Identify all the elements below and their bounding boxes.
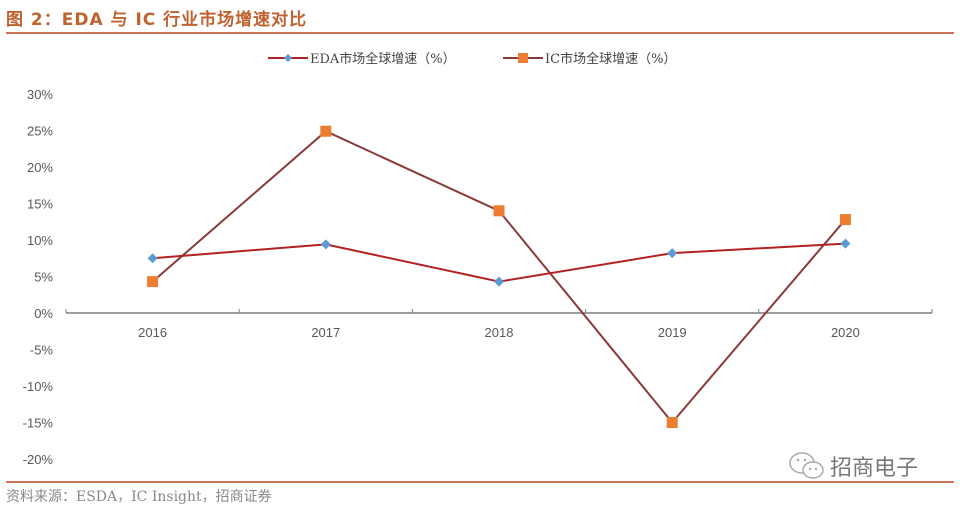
x-tick-label: 2017 [311, 325, 340, 340]
y-tick-label: -10% [23, 379, 54, 394]
y-tick-label: -5% [30, 343, 54, 358]
legend-item-eda: EDA市场全球增速（%） [268, 48, 456, 67]
series-ic-growth [147, 125, 851, 428]
ic-square-marker-icon [666, 417, 678, 428]
y-tick-label: 5% [34, 270, 53, 285]
source-note: 资料来源：ESDA，IC Insight，招商证券 [6, 489, 272, 505]
y-tick-label: 15% [27, 197, 53, 212]
y-tick-label: -20% [23, 452, 54, 467]
chart-legend: EDA市场全球增速（%） IC市场全球增速（%） [0, 48, 960, 68]
y-tick-label: 20% [27, 160, 53, 175]
series-eda-growth [147, 238, 851, 287]
x-tick-label: 2019 [658, 325, 687, 340]
eda-diamond-marker-icon [840, 238, 851, 249]
eda-diamond-marker-icon [494, 276, 504, 287]
legend-item-ic: IC市场全球增速（%） [503, 48, 676, 67]
eda-diamond-marker-icon [320, 239, 331, 250]
x-axis-labels: 2016 2017 2018 2019 2020 [138, 325, 860, 340]
y-tick-label: 30% [27, 87, 53, 102]
x-tick-label: 2020 [831, 325, 860, 340]
watermark: 招商电子 [788, 450, 918, 482]
watermark-text: 招商电子 [830, 456, 919, 481]
title-divider [6, 32, 954, 34]
ic-square-marker-icon [493, 205, 505, 217]
x-axis [65, 309, 933, 314]
y-tick-label: -15% [23, 416, 54, 431]
ic-square-marker-icon [839, 214, 851, 226]
y-tick-label: 25% [27, 124, 53, 139]
figure-title: 图 2：EDA 与 IC 行业市场增速对比 [6, 10, 308, 30]
ic-square-marker-icon [320, 125, 332, 137]
y-tick-label: 10% [27, 233, 53, 248]
legend-label-ic: IC市场全球增速（%） [545, 52, 677, 67]
wechat-icon [789, 452, 824, 479]
eda-diamond-marker-icon [147, 253, 158, 264]
legend-eda-line-diamond-icon [268, 53, 308, 62]
x-tick-label: 2018 [485, 325, 514, 340]
footer-divider [6, 481, 954, 483]
legend-ic-line-square-icon [503, 52, 543, 63]
eda-line [152, 242, 846, 283]
x-tick-label: 2016 [138, 325, 167, 340]
ic-square-marker-icon [147, 276, 159, 288]
eda-diamond-marker-icon [667, 248, 678, 259]
legend-label-eda: EDA市场全球增速（%） [310, 52, 456, 67]
y-axis-labels: 30% 25% 20% 15% 10% 5% 0% -5% -10% -15% -20% [23, 87, 54, 467]
y-tick-label: 0% [34, 306, 53, 321]
